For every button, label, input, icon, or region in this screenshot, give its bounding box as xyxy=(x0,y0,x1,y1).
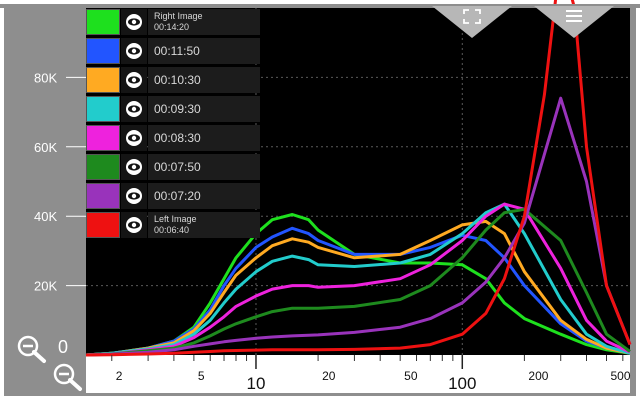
eye-icon[interactable] xyxy=(121,38,147,64)
legend-color-swatch[interactable] xyxy=(86,67,120,93)
legend-color-swatch[interactable] xyxy=(86,183,120,209)
legend-color-swatch[interactable] xyxy=(86,9,120,35)
legend-label-line: Left Image xyxy=(154,214,197,224)
legend-label-line: 00:07:20 xyxy=(154,189,201,203)
x-tick-label: 5 xyxy=(198,369,205,383)
zoom-out-x-icon[interactable] xyxy=(50,362,90,394)
legend-item: 00:08:30 xyxy=(86,125,260,151)
legend-label: 00:11:50 xyxy=(148,38,260,64)
frame-top-edge xyxy=(0,4,640,8)
legend-item: 00:07:50 xyxy=(86,154,260,180)
series-line-2 xyxy=(85,219,631,357)
legend-label-line: 00:06:40 xyxy=(154,225,190,235)
series-line-7 xyxy=(85,0,632,357)
legend-color-swatch[interactable] xyxy=(86,38,120,64)
legend-item: 00:10:30 xyxy=(86,67,260,93)
x-tick-label: 500 xyxy=(610,369,630,383)
series-line-5 xyxy=(85,207,631,357)
x-tick-label: 2 xyxy=(116,369,123,383)
legend-item: Right Image 00:14:20 xyxy=(86,9,260,35)
legend-label: Left Image 00:06:40 xyxy=(148,212,260,238)
eye-icon[interactable] xyxy=(121,67,147,93)
zoom-out-y-icon[interactable] xyxy=(14,334,54,364)
legend-label: Right Image 00:14:20 xyxy=(148,9,260,35)
legend-label-line: 00:10:30 xyxy=(154,73,201,87)
legend-label-line: 00:07:50 xyxy=(154,160,201,174)
fullscreen-button[interactable] xyxy=(432,6,512,38)
legend-color-swatch[interactable] xyxy=(86,96,120,122)
eye-icon[interactable] xyxy=(121,212,147,238)
x-tick-label: 20 xyxy=(322,369,336,383)
legend-item: 00:09:30 xyxy=(86,96,260,122)
x-tick-label: 50 xyxy=(404,369,418,383)
legend-label-line: 00:09:30 xyxy=(154,102,201,116)
legend-label-line: 00:14:20 xyxy=(154,22,190,32)
legend-color-swatch[interactable] xyxy=(86,154,120,180)
legend-color-swatch[interactable] xyxy=(86,125,120,151)
fullscreen-button-shape xyxy=(432,6,512,38)
legend-label-line: Right Image xyxy=(154,11,203,21)
y-tick-label: 0 xyxy=(58,337,68,357)
legend-label-line: 00:08:30 xyxy=(154,131,201,145)
y-tick-label: 20K xyxy=(34,279,57,294)
legend-label: 00:07:50 xyxy=(148,154,260,180)
eye-icon[interactable] xyxy=(121,154,147,180)
series-lines xyxy=(0,0,640,357)
x-axis-strip xyxy=(86,355,630,393)
legend-item: 00:07:20 xyxy=(86,183,260,209)
legend-label: 00:07:20 xyxy=(148,183,260,209)
series-line-6 xyxy=(85,96,632,357)
eye-icon[interactable] xyxy=(121,183,147,209)
x-tick-label: 10 xyxy=(247,374,266,393)
eye-icon[interactable] xyxy=(121,9,147,35)
x-tick-label: 100 xyxy=(448,374,476,393)
plot-area xyxy=(86,8,630,355)
y-tick-label: 60K xyxy=(34,140,57,155)
eye-icon[interactable] xyxy=(121,125,147,151)
menu-icon xyxy=(566,10,582,22)
series-line-3 xyxy=(85,202,631,357)
legend-label: 00:09:30 xyxy=(148,96,260,122)
legend: Right Image 00:14:20 00:11:50 00:10:30 00:09… xyxy=(86,9,260,241)
y-tick-label: 40K xyxy=(34,209,57,224)
legend-label: 00:08:30 xyxy=(148,125,260,151)
fullscreen-icon xyxy=(463,9,481,24)
menu-button[interactable] xyxy=(534,6,614,38)
x-axis: 2 5 10 20 50 100 200 500 xyxy=(111,355,631,393)
y-axis: 0 20K 40K 60K 80K xyxy=(34,70,86,357)
legend-color-swatch[interactable] xyxy=(86,212,120,238)
legend-label: 00:10:30 xyxy=(148,67,260,93)
eye-icon[interactable] xyxy=(121,96,147,122)
x-tick-label: 200 xyxy=(528,369,548,383)
legend-item: Left Image 00:06:40 xyxy=(86,212,260,238)
series-line-4 xyxy=(85,202,631,357)
y-tick-label: 80K xyxy=(34,70,57,85)
legend-item: 00:11:50 xyxy=(86,38,260,64)
legend-label-line: 00:11:50 xyxy=(154,44,200,58)
